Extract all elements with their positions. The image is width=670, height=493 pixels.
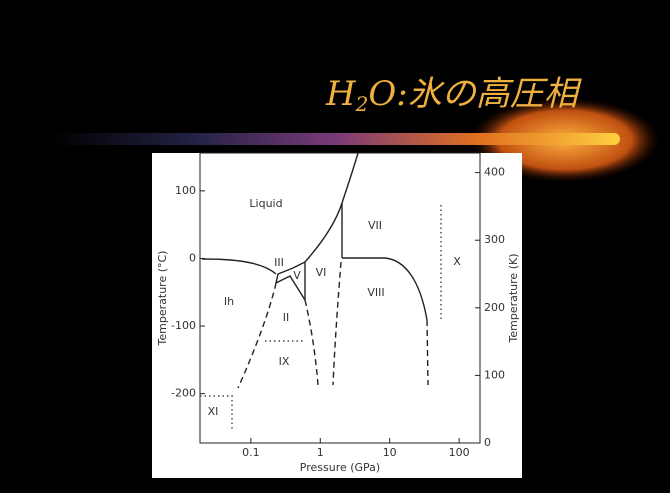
x-tick-label: 100	[449, 446, 470, 459]
boundary	[201, 258, 277, 275]
boundary-dashed	[426, 319, 429, 386]
phase-label: IX	[279, 355, 290, 368]
y2-axis-label: Temperature (K)	[507, 254, 520, 344]
title-bar	[50, 133, 620, 145]
title-sub: 2	[355, 92, 369, 116]
phase-label: V	[293, 269, 301, 282]
boundary-dashed	[304, 299, 319, 386]
x-tick-label: 0.1	[242, 446, 260, 459]
phase-label: Ih	[224, 295, 234, 308]
y2-tick-label: 200	[484, 301, 505, 314]
x-tick-label: 1	[317, 446, 324, 459]
y-tick-label: -200	[171, 387, 196, 400]
boundary-dotted	[200, 395, 233, 430]
x-tick-label: 10	[383, 446, 397, 459]
phase-label: III	[274, 256, 284, 269]
y-tick-label: 100	[175, 184, 196, 197]
slide-title: H2O:氷の高圧相	[325, 74, 583, 116]
title-rest: O:氷の高圧相	[368, 74, 582, 114]
phase-label: XI	[208, 405, 219, 418]
phase-label: Liquid	[249, 197, 282, 210]
y2-tick-label: 0	[484, 436, 491, 449]
y2-tick-label: 100	[484, 368, 505, 381]
y-tick-label: -100	[171, 319, 196, 332]
y-axis-label: Temperature (°C)	[156, 251, 169, 347]
title-main: H	[325, 74, 357, 114]
phase-label: VI	[316, 266, 327, 279]
boundary	[342, 257, 428, 321]
plot-frame	[199, 152, 481, 444]
phase-label: II	[283, 311, 290, 324]
plot: 0.1 1 10 100 -200 -100 0 100 0 100 200 300 400 Pressu…	[156, 152, 520, 474]
boundary-dashed	[332, 261, 342, 386]
phase-label: VIII	[367, 286, 384, 299]
boundary	[275, 275, 306, 301]
boundary-dashed	[237, 282, 277, 389]
y2-tick-label: 300	[484, 233, 505, 246]
y-tick-label: 0	[189, 251, 196, 264]
x-axis-label: Pressure (GPa)	[300, 461, 380, 474]
phase-label: X	[453, 255, 461, 268]
phase-label: VII	[368, 219, 382, 232]
y2-tick-label: 400	[484, 166, 505, 179]
boundary	[275, 261, 306, 284]
